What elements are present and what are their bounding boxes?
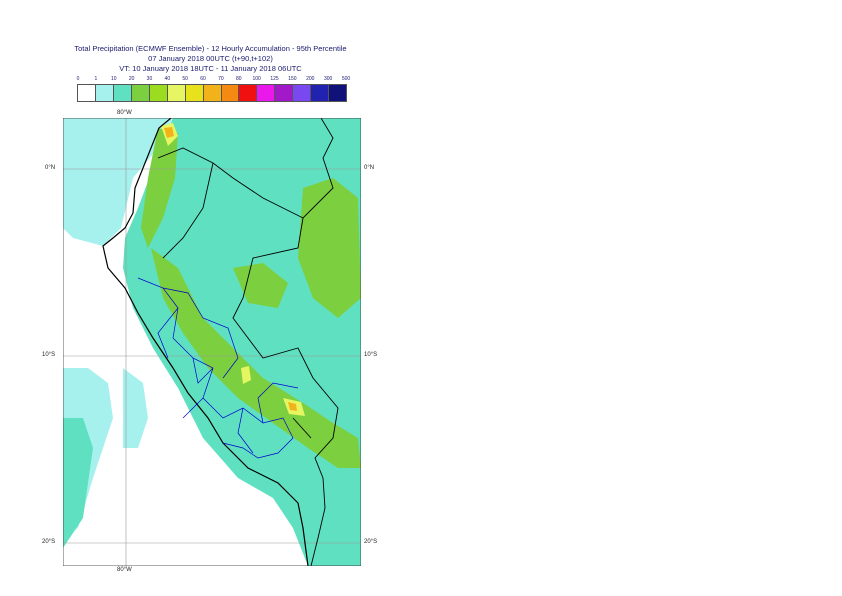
legend-threshold-label: 125 <box>270 76 279 82</box>
lat-label-0-right: 0°N <box>364 165 375 171</box>
legend-box <box>131 85 150 101</box>
coastline <box>102 118 309 566</box>
regional-borders <box>137 277 299 459</box>
lat-label-20-right: 20°S <box>364 539 378 545</box>
legend-threshold-label: 200 <box>306 76 315 82</box>
legend-threshold-label: 1 <box>94 76 98 82</box>
lat-label-10-left: 10°S <box>42 352 56 358</box>
legend-box <box>167 85 186 101</box>
legend-box <box>113 85 132 101</box>
legend-threshold-label: 30 <box>146 76 153 82</box>
legend-box <box>311 85 330 101</box>
legend-box <box>257 85 276 101</box>
country-borders <box>157 118 339 566</box>
map-title: Total Precipitation (ECMWF Ensemble) - 1… <box>74 44 347 53</box>
legend-box <box>203 85 222 101</box>
legend-box <box>275 85 294 101</box>
legend-threshold-label: 0 <box>76 76 80 82</box>
legend-box <box>185 85 204 101</box>
legend-box <box>293 85 312 101</box>
precipitation-map <box>63 118 361 566</box>
legend-threshold-label: 20 <box>128 76 135 82</box>
lat-label-0-left: 0°N <box>45 165 56 171</box>
legend-box <box>95 85 114 101</box>
legend-threshold-label: 70 <box>218 76 224 82</box>
legend-box <box>329 85 347 101</box>
legend-box <box>78 85 96 101</box>
legend-box <box>221 85 240 101</box>
legend-threshold-label: 500 <box>341 76 351 82</box>
legend-threshold-label: 100 <box>252 76 261 82</box>
legend-threshold-label: 60 <box>200 76 206 82</box>
run-date: 07 January 2018 00UTC (t+90,t+102) <box>148 54 273 63</box>
legend-threshold-label: 10 <box>110 76 117 82</box>
legend-threshold-label: 300 <box>323 76 333 82</box>
legend-box <box>239 85 258 101</box>
lat-label-10-right: 10°S <box>364 352 378 358</box>
precipitation-legend: 0 1 10 20 30 40 50 60 70 80 100 125 150 200 300 500 <box>77 76 377 102</box>
legend-threshold-label: 80 <box>236 76 242 82</box>
legend-box <box>149 85 168 101</box>
legend-threshold-label: 150 <box>288 76 297 82</box>
lon-label-top: 80°W <box>117 110 132 116</box>
lat-label-20-left: 20°S <box>42 539 56 545</box>
precip-20-30mm <box>141 128 361 468</box>
precip-50-80mm <box>164 127 297 411</box>
legend-threshold-labels: 0 1 10 20 30 40 50 60 70 80 100 125 150 200 300 500 <box>77 76 377 84</box>
legend-threshold-label: 50 <box>182 76 188 82</box>
lon-label-bottom: 80°W <box>117 567 132 573</box>
legend-threshold-label: 40 <box>164 76 171 82</box>
valid-time: VT: 10 January 2018 18UTC - 11 January 2… <box>119 64 302 73</box>
legend-color-boxes <box>77 84 347 102</box>
